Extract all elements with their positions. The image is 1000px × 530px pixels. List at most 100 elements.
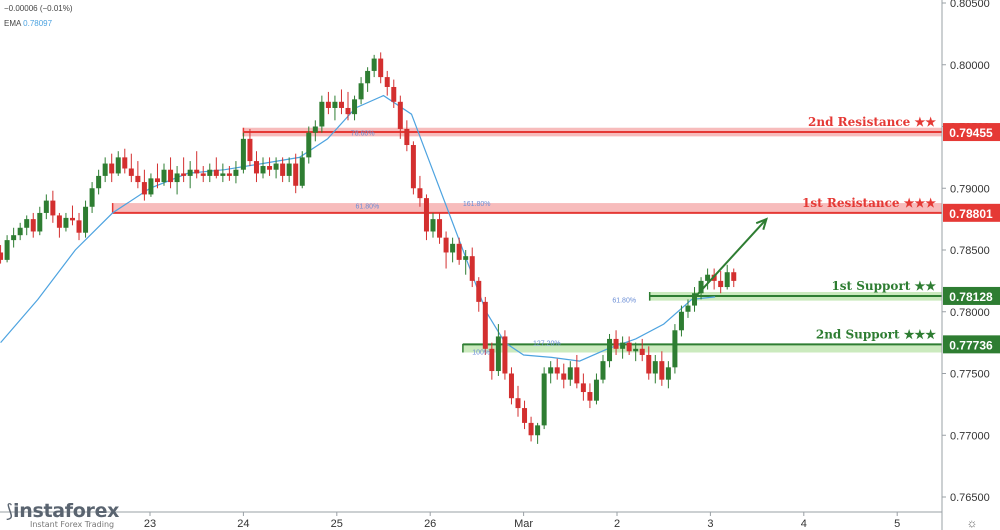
candle-body <box>194 169 200 174</box>
candle <box>135 161 141 189</box>
candle-body <box>476 280 482 302</box>
level-label: 2nd Support ★★★ <box>816 327 936 341</box>
candle <box>672 324 678 374</box>
candle-body <box>226 173 232 176</box>
candle-body <box>200 173 206 176</box>
level-zones <box>111 127 942 353</box>
candle <box>181 157 187 183</box>
candle <box>391 79 397 108</box>
candle-body <box>345 107 351 115</box>
candle <box>371 54 377 78</box>
candle <box>345 91 351 121</box>
fib-label: 100% <box>472 349 490 356</box>
candle <box>508 367 514 405</box>
candle <box>312 120 318 142</box>
candle-body <box>410 145 416 189</box>
candle <box>240 132 246 174</box>
price-tag-value: 0.78128 <box>949 290 993 304</box>
candle-body <box>580 383 586 393</box>
candle-body <box>135 175 141 183</box>
candle <box>115 151 121 176</box>
candle <box>207 163 213 183</box>
candle <box>711 268 717 290</box>
candle <box>83 200 89 238</box>
candle-body <box>63 217 69 228</box>
candle-body <box>4 240 10 260</box>
candle <box>50 190 56 223</box>
candle-body <box>273 163 279 170</box>
candle <box>194 151 200 179</box>
candle-body <box>378 58 384 78</box>
ema-indicator[interactable]: EMA 0.78097 <box>4 19 52 28</box>
candle <box>698 277 704 300</box>
candle-body <box>332 101 338 108</box>
candle-body <box>174 173 180 183</box>
ema-line <box>0 94 716 362</box>
level-label: 2nd Resistance ★★ <box>808 115 936 129</box>
candle <box>30 212 36 238</box>
candle <box>168 157 174 189</box>
candle-body <box>50 200 56 216</box>
gear-icon[interactable]: ☼ <box>967 516 978 530</box>
candle <box>122 148 128 174</box>
level-label: 1st Support ★★ <box>831 279 936 293</box>
candle <box>286 157 292 183</box>
candle-body <box>181 173 187 176</box>
ema-label: EMA <box>4 19 21 28</box>
price-tag <box>943 203 1000 222</box>
candles <box>0 52 737 444</box>
candle <box>24 215 30 236</box>
candle <box>338 89 344 115</box>
candle <box>154 163 160 189</box>
candle-body <box>391 86 397 102</box>
x-tick-label: 5 <box>894 518 900 530</box>
candle-body <box>56 215 62 228</box>
price-tag <box>943 335 1000 354</box>
candle <box>43 194 49 220</box>
candle-body <box>0 252 4 260</box>
candle-body <box>502 336 508 374</box>
candle-body <box>613 338 619 349</box>
candle-body <box>430 219 436 232</box>
candle <box>417 175 423 207</box>
logo-tagline: Instant Forex Trading <box>30 520 115 529</box>
candle <box>161 163 167 186</box>
candle-body <box>286 163 292 176</box>
candle <box>109 153 115 183</box>
candle-body <box>554 367 560 374</box>
fib-label: 61.80% <box>355 204 379 211</box>
candle <box>580 373 586 401</box>
candle <box>633 342 639 362</box>
candle <box>76 212 82 241</box>
candle-body <box>463 256 469 260</box>
candle-body <box>705 274 711 281</box>
candle <box>352 95 358 121</box>
candle-body <box>404 128 410 146</box>
price-tag <box>943 286 1000 305</box>
candle-body <box>83 206 89 233</box>
candle <box>280 157 286 183</box>
candle <box>306 126 312 164</box>
candle-body <box>267 166 273 170</box>
candle-body <box>76 220 82 233</box>
candle <box>502 330 508 380</box>
candle-body <box>443 237 449 253</box>
y-tick-label: 0.80500 <box>950 0 990 10</box>
candle <box>332 95 338 121</box>
annotations: 2nd Resistance ★★ 1st Resistance ★★★ 1st S… <box>351 115 936 356</box>
candle <box>626 336 632 355</box>
y-tick-label: 0.77000 <box>950 430 990 442</box>
candle-body <box>247 138 253 162</box>
arrow-shaft <box>695 218 768 297</box>
candle <box>665 361 671 389</box>
instaforex-logo: ⟆instaforex Instant Forex Trading <box>6 500 119 529</box>
candle <box>613 330 619 355</box>
fib-label: 127.20% <box>533 341 561 348</box>
candle-body <box>397 101 403 129</box>
x-tick-label: 25 <box>331 518 343 530</box>
candle <box>554 358 560 380</box>
candle <box>233 161 239 184</box>
candle-body <box>417 188 423 199</box>
candle <box>293 153 299 194</box>
